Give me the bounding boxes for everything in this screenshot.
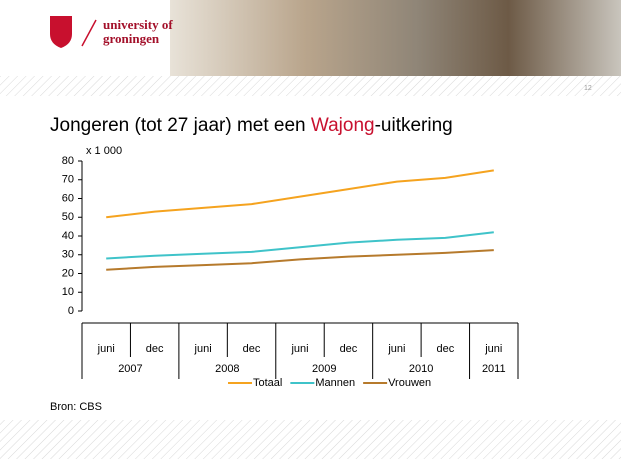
series-line (106, 250, 494, 270)
series-line (106, 170, 494, 217)
x-group-label: 2007 (118, 363, 142, 375)
logo-text: groningen (103, 31, 160, 46)
header-photo (170, 0, 621, 76)
x-tick-label: juni (484, 343, 502, 355)
y-tick-label: 50 (62, 211, 74, 223)
slide-title: Jongeren (tot 27 jaar) met een Wajong-ui… (50, 115, 453, 136)
source: Bron: CBS (50, 401, 102, 413)
slide-number: 12 (584, 85, 592, 92)
y-tick-label: 0 (68, 305, 74, 317)
series-line (106, 232, 494, 258)
hatch-band (0, 420, 621, 459)
x-tick-label: juni (194, 343, 212, 355)
title-part: Jongeren (tot 27 jaar) met een (50, 115, 311, 136)
x-tick-label: juni (290, 343, 308, 355)
y-tick-label: 30 (62, 249, 74, 261)
y-tick-label: 60 (62, 192, 74, 204)
x-group-label: 2010 (409, 363, 433, 375)
x-tick-label: dec (146, 343, 164, 355)
x-tick-label: dec (340, 343, 358, 355)
title-highlight: Wajong (311, 115, 375, 136)
x-group-label: 2011 (482, 363, 506, 375)
x-group-label: 2008 (215, 363, 239, 375)
title-part: -uitkering (375, 115, 453, 136)
legend-label: Mannen (315, 377, 355, 389)
hatch-band (0, 76, 621, 96)
x-group-label: 2009 (312, 363, 336, 375)
x-tick-label: juni (97, 343, 115, 355)
y-tick-label: 40 (62, 230, 74, 242)
unit-label: x 1 000 (86, 145, 122, 157)
legend-label: Totaal (253, 377, 282, 389)
x-tick-label: dec (243, 343, 261, 355)
slide: university of groningen 12 Jongeren (tot… (0, 0, 621, 459)
y-tick-label: 20 (62, 267, 74, 279)
legend-label: Vrouwen (388, 377, 431, 389)
x-tick-label: juni (387, 343, 405, 355)
logo-text: university of (103, 17, 173, 32)
y-tick-label: 10 (62, 286, 74, 298)
y-tick-label: 80 (62, 155, 74, 167)
x-tick-label: dec (436, 343, 454, 355)
y-tick-label: 70 (62, 174, 74, 186)
